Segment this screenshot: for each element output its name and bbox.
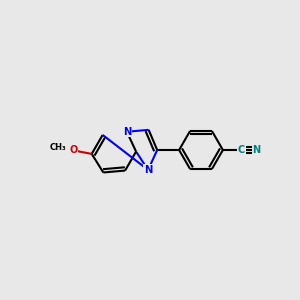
Text: C: C bbox=[238, 145, 245, 155]
Text: N: N bbox=[123, 127, 131, 137]
Text: N: N bbox=[252, 145, 260, 155]
Text: O: O bbox=[69, 146, 78, 155]
Text: CH₃: CH₃ bbox=[50, 143, 66, 152]
Text: N: N bbox=[144, 165, 152, 175]
